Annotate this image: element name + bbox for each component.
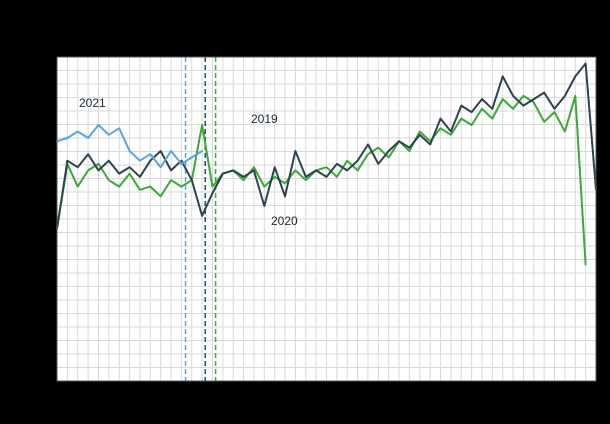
series-line-2021 bbox=[56, 124, 204, 169]
series-label-2021: 2021 bbox=[79, 96, 106, 110]
series-line-2019 bbox=[56, 94, 587, 266]
series-line-2020 bbox=[56, 62, 597, 230]
plot-border bbox=[56, 56, 597, 382]
series-label-2020: 2020 bbox=[271, 214, 298, 228]
series-label-2019: 2019 bbox=[251, 112, 278, 126]
